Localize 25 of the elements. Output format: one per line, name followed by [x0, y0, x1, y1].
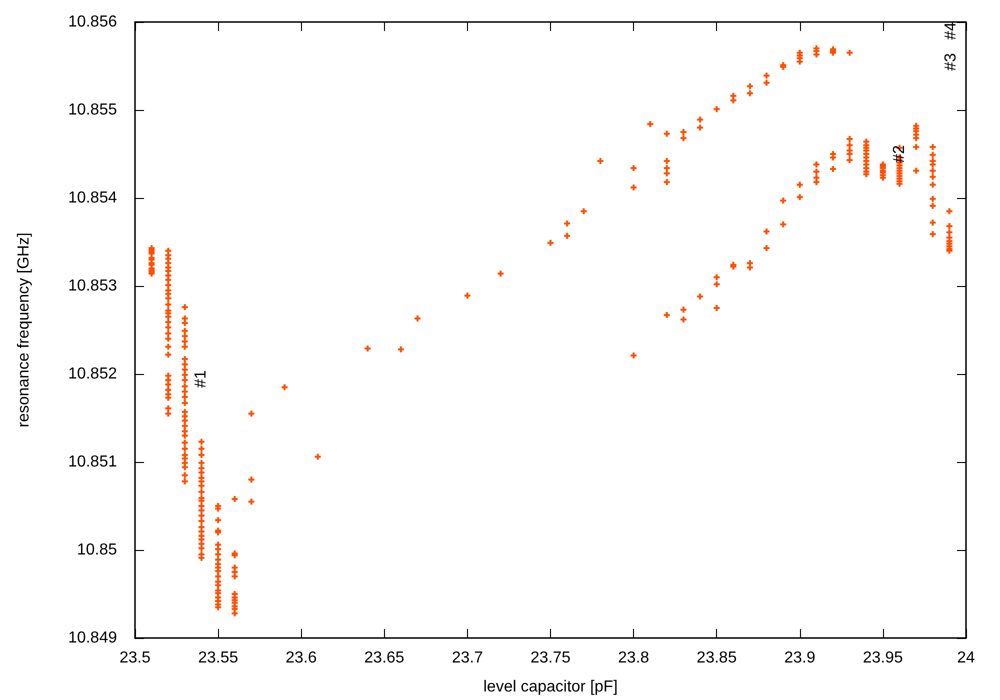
y-tick-label: 10.856 [68, 14, 118, 30]
x-tick-label: 23.8 [618, 650, 650, 666]
y-tick-label: 10.852 [68, 366, 118, 382]
annotation: #3 [942, 53, 960, 71]
x-tick-label: 23.85 [696, 650, 737, 666]
annotation: #1 [192, 370, 210, 388]
y-tick-label: 10.854 [68, 190, 118, 206]
x-tick-label: 23.5 [119, 650, 151, 666]
x-axis-title: level capacitor [pF] [483, 678, 618, 696]
x-tick-label: 24 [957, 650, 975, 666]
y-tick-label: 10.855 [68, 102, 118, 118]
y-tick-label: 10.85 [76, 542, 118, 558]
y-tick-label: 10.851 [68, 454, 118, 470]
x-tick-label: 23.7 [452, 650, 484, 666]
x-tick-label: 23.9 [784, 650, 816, 666]
x-tick-label: 23.75 [530, 650, 571, 666]
x-tick-label: 23.6 [286, 650, 317, 666]
y-axis-title: resonance frequency [GHz] [16, 232, 32, 428]
x-tick-label: 23.95 [862, 650, 904, 666]
y-tick-label: 10.853 [68, 278, 118, 294]
y-tick-label: 10.849 [68, 630, 118, 646]
x-tick-label: 23.55 [198, 650, 238, 666]
annotation: #2 [891, 145, 908, 163]
x-tick-label: 23.65 [364, 650, 404, 666]
annotation: #4 [942, 22, 960, 40]
